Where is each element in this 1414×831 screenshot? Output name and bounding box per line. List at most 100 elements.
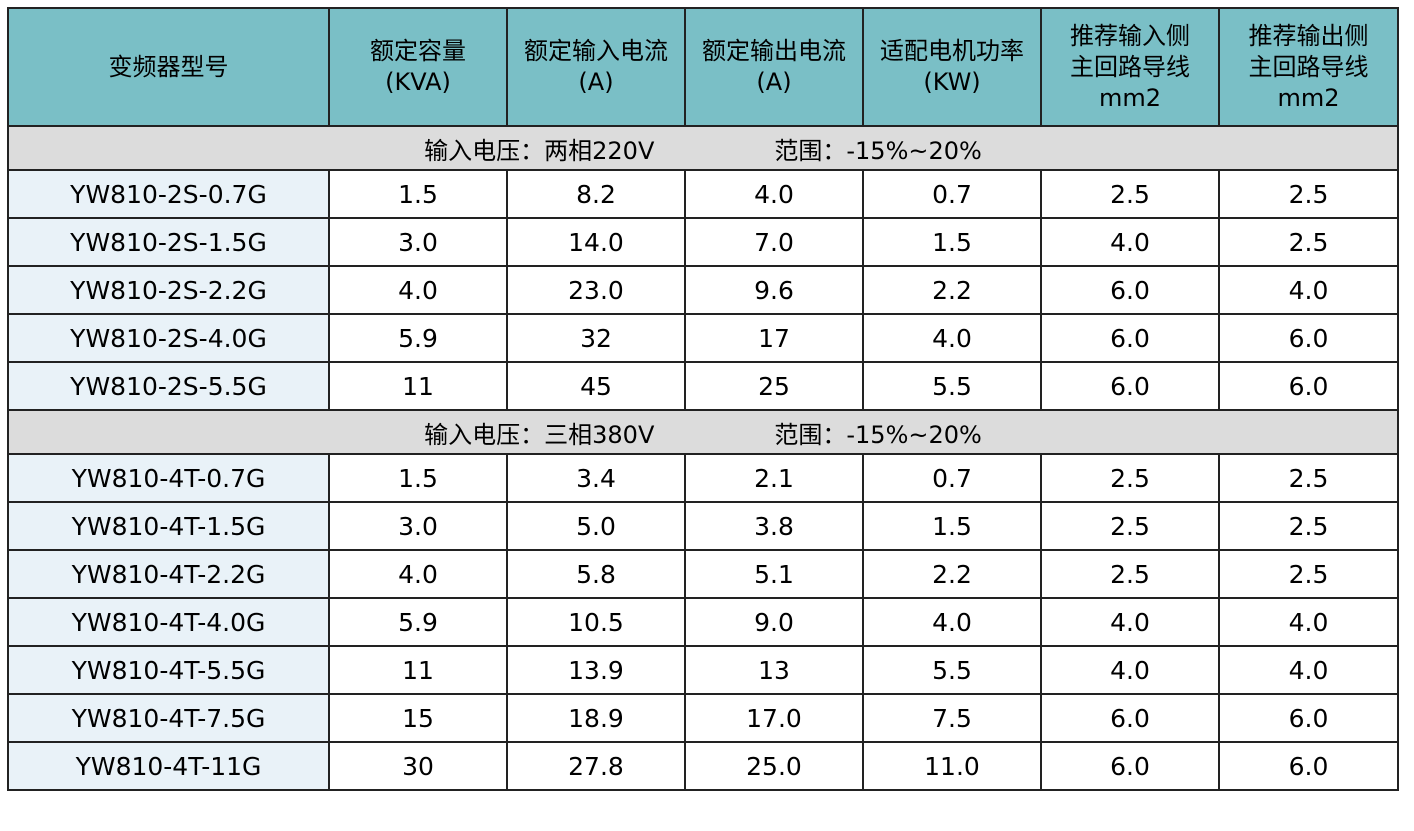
header-line: (A) — [756, 68, 792, 96]
voltage-range-label: 范围：-15%~20% — [774, 136, 982, 165]
value-cell: 5.5 — [862, 645, 1042, 695]
value-cell: 25.0 — [684, 741, 864, 791]
header-row: 变频器型号 额定容量 (KVA) 额定输入电流 (A) 额定输出电流 (A) 适… — [7, 7, 1399, 127]
header-rated-output-current: 额定输出电流 (A) — [684, 7, 864, 127]
value-cell: 2.5 — [1218, 549, 1399, 599]
value-cell: 23.0 — [506, 265, 686, 315]
value-cell: 5.8 — [506, 549, 686, 599]
value-cell: 30 — [328, 741, 508, 791]
table-body: 输入电压：两相220V 范围：-15%~20% YW810-2S-0.7G 1.5 8.… — [7, 125, 1399, 791]
value-cell: 6.0 — [1218, 693, 1399, 743]
spec-table-container: 变频器型号 额定容量 (KVA) 额定输入电流 (A) 额定输出电流 (A) 适… — [7, 7, 1399, 791]
value-cell: 2.5 — [1040, 549, 1220, 599]
value-cell: 5.0 — [506, 501, 686, 551]
model-cell: YW810-2S-1.5G — [7, 217, 330, 267]
value-cell: 18.9 — [506, 693, 686, 743]
header-input-wire: 推荐输入侧 主回路导线 mm2 — [1040, 7, 1220, 127]
table-row: YW810-2S-1.5G 3.0 14.0 7.0 1.5 4.0 2.5 — [7, 217, 1399, 267]
value-cell: 4.0 — [328, 265, 508, 315]
value-cell: 27.8 — [506, 741, 686, 791]
value-cell: 0.7 — [862, 453, 1042, 503]
value-cell: 4.0 — [862, 313, 1042, 363]
table-row: YW810-2S-4.0G 5.9 32 17 4.0 6.0 6.0 — [7, 313, 1399, 363]
voltage-section-cell: 输入电压：两相220V 范围：-15%~20% — [7, 125, 1399, 171]
value-cell: 4.0 — [862, 597, 1042, 647]
value-cell: 6.0 — [1040, 265, 1220, 315]
model-cell: YW810-2S-5.5G — [7, 361, 330, 411]
header-line: 额定输入电流 — [524, 37, 668, 65]
value-cell: 32 — [506, 313, 686, 363]
value-cell: 45 — [506, 361, 686, 411]
value-cell: 25 — [684, 361, 864, 411]
value-cell: 4.0 — [1040, 597, 1220, 647]
value-cell: 14.0 — [506, 217, 686, 267]
model-cell: YW810-4T-7.5G — [7, 693, 330, 743]
header-rated-input-current: 额定输入电流 (A) — [506, 7, 686, 127]
value-cell: 4.0 — [1040, 645, 1220, 695]
table-row: YW810-2S-5.5G 11 45 25 5.5 6.0 6.0 — [7, 361, 1399, 411]
value-cell: 6.0 — [1218, 361, 1399, 411]
model-cell: YW810-4T-2.2G — [7, 549, 330, 599]
value-cell: 2.5 — [1040, 501, 1220, 551]
table-row: YW810-4T-0.7G 1.5 3.4 2.1 0.7 2.5 2.5 — [7, 453, 1399, 503]
value-cell: 4.0 — [684, 169, 864, 219]
header-line: 适配电机功率 — [880, 37, 1024, 65]
value-cell: 4.0 — [1218, 597, 1399, 647]
model-cell: YW810-2S-4.0G — [7, 313, 330, 363]
model-cell: YW810-2S-0.7G — [7, 169, 330, 219]
value-cell: 17 — [684, 313, 864, 363]
value-cell: 11 — [328, 645, 508, 695]
table-row: YW810-4T-4.0G 5.9 10.5 9.0 4.0 4.0 4.0 — [7, 597, 1399, 647]
value-cell: 5.9 — [328, 313, 508, 363]
model-cell: YW810-4T-11G — [7, 741, 330, 791]
value-cell: 9.6 — [684, 265, 864, 315]
table-row: YW810-2S-2.2G 4.0 23.0 9.6 2.2 6.0 4.0 — [7, 265, 1399, 315]
inverter-spec-table: 变频器型号 额定容量 (KVA) 额定输入电流 (A) 额定输出电流 (A) 适… — [7, 7, 1399, 791]
table-row: YW810-4T-7.5G 15 18.9 17.0 7.5 6.0 6.0 — [7, 693, 1399, 743]
value-cell: 4.0 — [328, 549, 508, 599]
value-cell: 17.0 — [684, 693, 864, 743]
value-cell: 13 — [684, 645, 864, 695]
value-cell: 1.5 — [328, 453, 508, 503]
header-line: (KVA) — [385, 68, 451, 96]
value-cell: 13.9 — [506, 645, 686, 695]
voltage-section-row: 输入电压：三相380V 范围：-15%~20% — [7, 409, 1399, 455]
header-output-wire: 推荐输出侧 主回路导线 mm2 — [1218, 7, 1399, 127]
header-line: mm2 — [1098, 83, 1162, 112]
value-cell: 2.5 — [1218, 501, 1399, 551]
header-motor-power: 适配电机功率 (KW) — [862, 7, 1042, 127]
value-cell: 0.7 — [862, 169, 1042, 219]
value-cell: 2.5 — [1218, 453, 1399, 503]
input-voltage-label: 输入电压：两相220V — [424, 136, 655, 165]
value-cell: 1.5 — [862, 501, 1042, 551]
model-cell: YW810-4T-1.5G — [7, 501, 330, 551]
value-cell: 9.0 — [684, 597, 864, 647]
header-line: 主回路导线 — [1070, 52, 1190, 81]
model-cell: YW810-4T-0.7G — [7, 453, 330, 503]
value-cell: 6.0 — [1040, 741, 1220, 791]
voltage-section-cell: 输入电压：三相380V 范围：-15%~20% — [7, 409, 1399, 455]
model-cell: YW810-4T-5.5G — [7, 645, 330, 695]
header-line: (KW) — [923, 68, 981, 96]
value-cell: 5.5 — [862, 361, 1042, 411]
value-cell: 5.9 — [328, 597, 508, 647]
header-rated-capacity: 额定容量 (KVA) — [328, 7, 508, 127]
value-cell: 3.4 — [506, 453, 686, 503]
voltage-section-row: 输入电压：两相220V 范围：-15%~20% — [7, 125, 1399, 171]
value-cell: 6.0 — [1040, 693, 1220, 743]
value-cell: 2.2 — [862, 265, 1042, 315]
value-cell: 3.0 — [328, 501, 508, 551]
value-cell: 2.2 — [862, 549, 1042, 599]
table-row: YW810-4T-1.5G 3.0 5.0 3.8 1.5 2.5 2.5 — [7, 501, 1399, 551]
value-cell: 7.5 — [862, 693, 1042, 743]
header-line: 推荐输入侧 — [1070, 21, 1190, 50]
header-line: 额定输出电流 — [702, 37, 846, 65]
value-cell: 3.8 — [684, 501, 864, 551]
value-cell: 6.0 — [1218, 313, 1399, 363]
value-cell: 2.5 — [1040, 453, 1220, 503]
table-row: YW810-4T-5.5G 11 13.9 13 5.5 4.0 4.0 — [7, 645, 1399, 695]
header-line: mm2 — [1277, 83, 1340, 112]
value-cell: 11.0 — [862, 741, 1042, 791]
value-cell: 1.5 — [328, 169, 508, 219]
value-cell: 2.5 — [1040, 169, 1220, 219]
